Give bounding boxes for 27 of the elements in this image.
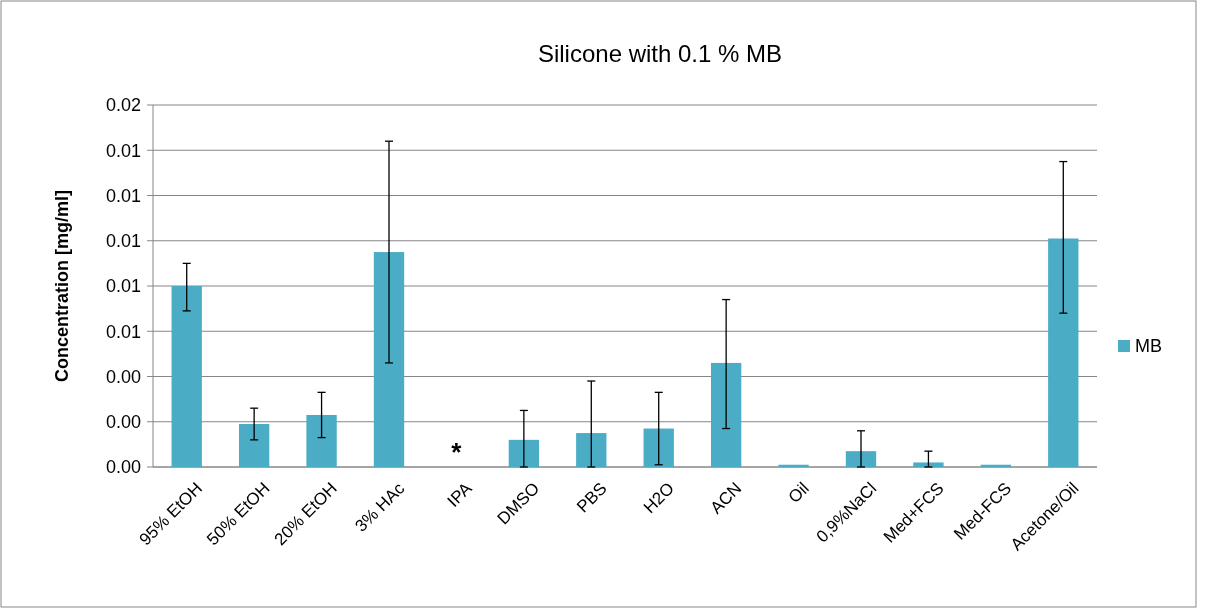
bar	[576, 433, 607, 467]
bar	[306, 414, 337, 467]
bar	[778, 464, 809, 467]
bar	[1048, 238, 1079, 467]
bar	[238, 424, 270, 467]
bar	[913, 462, 944, 467]
y-tick-label: 0.01	[105, 231, 141, 252]
bar	[710, 362, 742, 467]
bar	[643, 428, 674, 467]
annotation: *	[451, 437, 463, 467]
chart-title: Silicone with 0.1 % MB	[537, 40, 783, 67]
y-tick-label: 0.00	[105, 366, 141, 387]
x-tick-label: 3% HAc	[351, 478, 409, 536]
y-tick-label: 0.01	[105, 276, 141, 297]
y-tick-label: 0.02	[105, 95, 141, 116]
bar	[171, 286, 202, 467]
y-tick-label: 0.00	[105, 412, 141, 433]
bar	[508, 439, 540, 467]
x-tick-label: Oil	[784, 478, 813, 507]
y-tick-label: 0.00	[105, 457, 141, 478]
bar	[373, 252, 405, 467]
y-tick-label: 0.01	[105, 185, 141, 206]
x-tick-label: IPA	[443, 478, 477, 511]
legend-label: MB	[1135, 336, 1162, 357]
y-tick-label: 0.01	[105, 140, 141, 161]
y-axis-title: Concentration [mg/ml]	[52, 190, 72, 382]
y-tick-label: 0.01	[105, 321, 141, 342]
